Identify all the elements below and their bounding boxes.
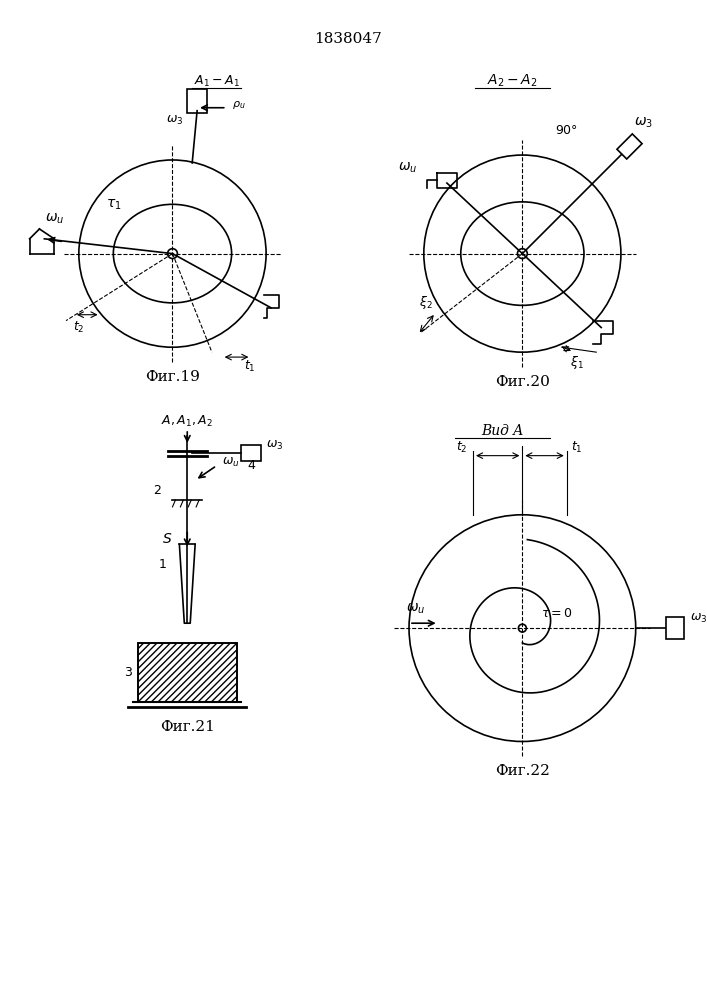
Bar bbox=[242, 445, 261, 461]
Text: $\omega_3$: $\omega_3$ bbox=[690, 612, 707, 625]
Text: $\omega_3$: $\omega_3$ bbox=[165, 114, 183, 127]
Text: $A_1-A_1$: $A_1-A_1$ bbox=[194, 74, 240, 89]
Bar bbox=[138, 643, 237, 702]
Text: $3$: $3$ bbox=[124, 666, 133, 679]
Bar bbox=[138, 643, 237, 702]
Text: $\omega_3$: $\omega_3$ bbox=[633, 116, 653, 130]
Text: $\omega_u$: $\omega_u$ bbox=[222, 456, 240, 469]
Text: $\xi_2$: $\xi_2$ bbox=[419, 294, 433, 311]
Text: $\omega_u$: $\omega_u$ bbox=[398, 161, 417, 175]
Text: $\tau=0$: $\tau=0$ bbox=[541, 607, 573, 620]
Text: $\xi_1$: $\xi_1$ bbox=[570, 354, 583, 371]
Text: $t_1$: $t_1$ bbox=[243, 359, 255, 374]
Bar bbox=[666, 617, 684, 639]
Text: $4$: $4$ bbox=[247, 459, 256, 472]
Text: $1$: $1$ bbox=[158, 558, 167, 571]
Text: $A_2-A_2$: $A_2-A_2$ bbox=[487, 73, 538, 89]
Text: $90°$: $90°$ bbox=[555, 124, 578, 137]
Text: Фиг.22: Фиг.22 bbox=[495, 764, 550, 778]
Text: $A, A_1, A_2$: $A, A_1, A_2$ bbox=[161, 414, 213, 429]
Text: Вид A: Вид A bbox=[481, 424, 524, 438]
Text: $\omega_u$: $\omega_u$ bbox=[45, 212, 64, 226]
Text: Фиг.19: Фиг.19 bbox=[145, 370, 200, 384]
Bar bbox=[187, 89, 207, 113]
Text: $S$: $S$ bbox=[163, 532, 173, 546]
Text: $\omega_3$: $\omega_3$ bbox=[266, 439, 284, 452]
Bar bbox=[617, 134, 642, 159]
Text: $\rho_u$: $\rho_u$ bbox=[232, 99, 245, 111]
Text: $t_1$: $t_1$ bbox=[571, 440, 583, 455]
Text: 1838047: 1838047 bbox=[314, 32, 382, 46]
Text: $\tau_1$: $\tau_1$ bbox=[105, 197, 121, 212]
Text: $t_2$: $t_2$ bbox=[455, 440, 467, 455]
Text: Фиг.21: Фиг.21 bbox=[160, 720, 215, 734]
Text: $2$: $2$ bbox=[153, 484, 162, 497]
Text: Фиг.20: Фиг.20 bbox=[495, 375, 550, 389]
Text: $\omega_u$: $\omega_u$ bbox=[407, 601, 426, 616]
Text: $t_2$: $t_2$ bbox=[73, 320, 85, 335]
